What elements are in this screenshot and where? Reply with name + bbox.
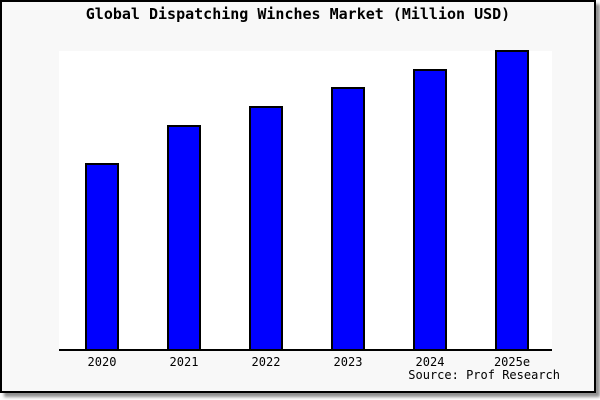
x-tick-label: 2021 [169,355,199,369]
x-tick-label: 2020 [87,355,117,369]
source-credit: Source: Prof Research [408,368,560,382]
bar-2021 [167,125,201,351]
plot-area [59,50,552,351]
bar-2025e [495,50,529,351]
x-tick-label: 2023 [333,355,363,369]
x-tick-label: 2025e [493,355,531,369]
bar-2023 [331,87,365,351]
x-axis-labels: 2020 2021 2022 2023 2024 2025e [59,355,552,371]
bar-2024 [413,69,447,351]
x-tick-label: 2022 [251,355,281,369]
x-tick-label: 2024 [415,355,445,369]
bar-2020 [85,163,119,351]
chart-title: Global Dispatching Winches Market (Milli… [85,5,511,23]
bar-2022 [249,106,283,351]
